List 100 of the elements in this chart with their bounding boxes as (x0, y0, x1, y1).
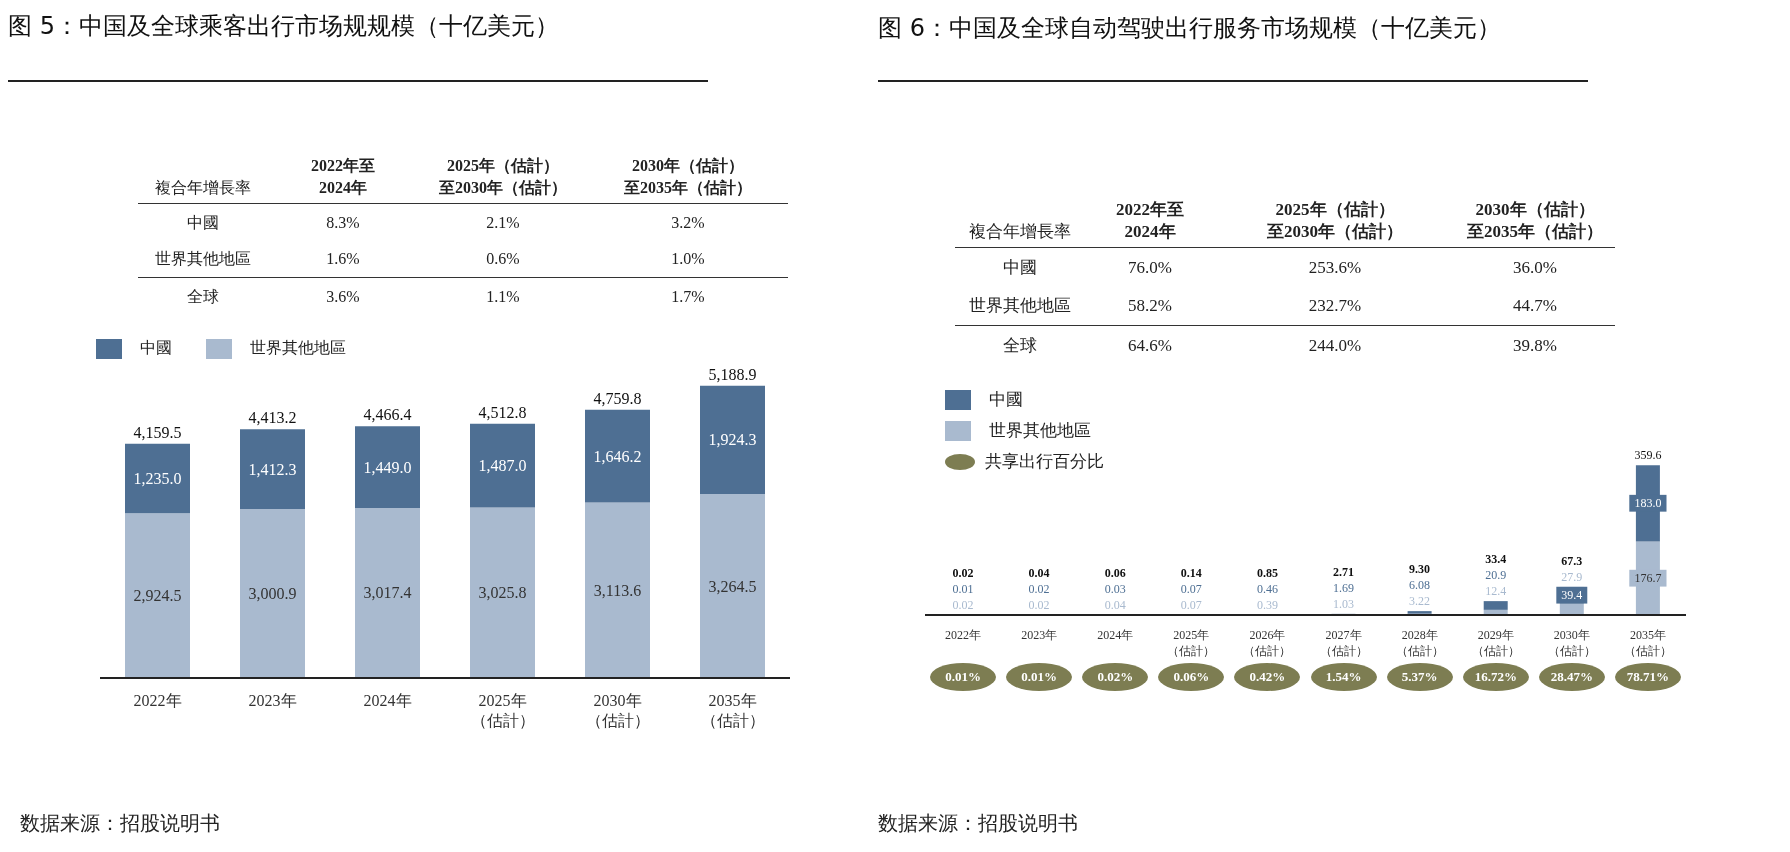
text: 16.72% (1462, 663, 1529, 691)
legend-label: 世界其他地區 (989, 420, 1091, 442)
annotation: 共享出行百分比 (985, 451, 1104, 473)
text: 世界其他地區 (969, 295, 1071, 317)
text: 2022年至2024年 (1116, 199, 1184, 243)
text: 64.6% (1128, 334, 1172, 357)
total-label: 4,466.4 (363, 406, 412, 424)
chart-title: 图 6：中国及全球自动驾驶出行服务市场规模（十亿美元） (878, 13, 1502, 44)
total-label: 4,759.8 (593, 389, 642, 407)
x-tick-label: 2024年 (363, 692, 412, 709)
data-label: 20.9 (1485, 568, 1507, 583)
text: 世界其他地區 (155, 249, 251, 269)
x-tick-label: 2035年（估計） (1623, 628, 1672, 658)
total-label: 0.85 (1256, 565, 1278, 580)
source-note: 数据来源：招股说明书 (20, 810, 220, 837)
text: 8.3% (326, 212, 360, 233)
text: 中國 (187, 212, 219, 233)
data-label: 1,924.3 (708, 431, 757, 449)
data-label: 0.02 (1028, 597, 1050, 612)
text: 2025年（估計）至2030年（估計） (1267, 199, 1403, 243)
x-tick-label: 2029年（估計） (1471, 628, 1520, 658)
text: 36.0% (1513, 256, 1557, 279)
text: 中國 (1003, 256, 1037, 279)
total-label: 4,413.2 (248, 409, 297, 427)
text: 2030年（估計）至2035年（估計） (624, 156, 752, 198)
total-label: 0.14 (1180, 565, 1202, 580)
total-label: 359.6 (1634, 448, 1662, 463)
total-label: 0.02 (952, 597, 974, 612)
x-tick-label: 2025年（估計） (470, 692, 535, 729)
text: 253.6% (1308, 256, 1362, 279)
total-label: 0.06 (1104, 565, 1126, 580)
total-label: 2.71 (1333, 564, 1354, 579)
x-tick-label: 2027年（估計） (1319, 628, 1368, 658)
x-tick-label: 2026年（估計） (1243, 628, 1292, 658)
data-label: 0.03 (1104, 581, 1126, 596)
text: 39.8% (1513, 334, 1557, 357)
data-label: 3,017.4 (363, 584, 412, 602)
data-label: 3,000.9 (248, 584, 297, 602)
data-label: 0.04 (1104, 597, 1126, 612)
text: 0.6% (486, 249, 520, 269)
x-tick-label: 2023年 (248, 692, 297, 709)
data-label: 3.22 (1409, 594, 1431, 609)
x-tick-label: 2024年 (1097, 628, 1134, 642)
total-label: 5,188.9 (708, 365, 757, 383)
data-label: 1,646.2 (593, 447, 642, 465)
text: 0.02% (1082, 663, 1149, 691)
total-label: 0.04 (1028, 565, 1050, 580)
data-label: 3,025.8 (478, 584, 527, 602)
text: 44.7% (1513, 295, 1557, 317)
data-label: 1,449.0 (363, 458, 412, 476)
data-label: 3,113.6 (593, 581, 642, 599)
x-tick-label: 2030年（估計） (1547, 628, 1596, 658)
text: 3.2% (671, 212, 705, 233)
data-label: 1,235.0 (133, 469, 182, 487)
text: 0.01% (1006, 663, 1073, 691)
text: 複合年增長率 (155, 178, 251, 198)
x-tick-label: 2025年（估計） (1167, 628, 1216, 658)
total-label: 33.4 (1485, 552, 1507, 567)
text: 1.0% (671, 249, 705, 269)
data-label: 12.4 (1485, 584, 1507, 599)
x-tick-label: 2028年（估計） (1395, 628, 1444, 658)
legend-label: 世界其他地區 (250, 338, 346, 358)
text: 1.1% (486, 286, 520, 307)
total-label: 4,159.5 (133, 423, 182, 441)
text: 58.2% (1128, 295, 1172, 317)
data-label: 0.02 (1028, 581, 1050, 596)
data-label: 0.07 (1180, 597, 1202, 612)
text: 2030年（估計）至2035年（估計） (1467, 199, 1603, 243)
text: 複合年增長率 (969, 221, 1071, 243)
data-label: 1.69 (1333, 580, 1354, 595)
text: 1.7% (671, 286, 705, 307)
text: 76.0% (1128, 256, 1172, 279)
data-label: 0.39 (1256, 597, 1278, 612)
data-label: 3,264.5 (708, 577, 757, 595)
x-tick-label: 2023年 (1021, 628, 1058, 642)
text: 244.0% (1308, 334, 1362, 357)
data-label: 0.02 (952, 565, 974, 580)
data-label: 1.03 (1333, 596, 1354, 611)
total-label: 67.3 (1561, 553, 1583, 568)
text: 3.6% (326, 286, 360, 307)
text: 0.06% (1158, 663, 1225, 691)
text: 5.37% (1386, 663, 1453, 691)
x-tick-label: 2035年（估計） (700, 692, 765, 729)
data-label: 1,412.3 (248, 460, 297, 478)
text: 78.71% (1614, 663, 1681, 691)
data-label: 0.01 (952, 581, 974, 596)
data-label: 6.08 (1409, 578, 1431, 593)
text: 0.42% (1234, 663, 1301, 691)
total-label: 4,512.8 (478, 403, 527, 421)
source-note: 数据来源：招股说明书 (878, 810, 1078, 837)
x-tick-label: 2022年 (133, 692, 182, 709)
chart-title: 图 5：中国及全球乘客出行市场规规模（十亿美元） (8, 11, 560, 42)
x-tick-label: 2030年（估計） (585, 692, 650, 729)
text: 1.54% (1310, 663, 1377, 691)
total-label: 9.30 (1409, 562, 1431, 577)
x-tick-label: 2022年 (945, 628, 982, 642)
text: 0.01% (930, 663, 997, 691)
text: 28.47% (1538, 663, 1605, 691)
text: 2022年至2024年 (311, 156, 375, 198)
text: 全球 (1003, 334, 1037, 357)
